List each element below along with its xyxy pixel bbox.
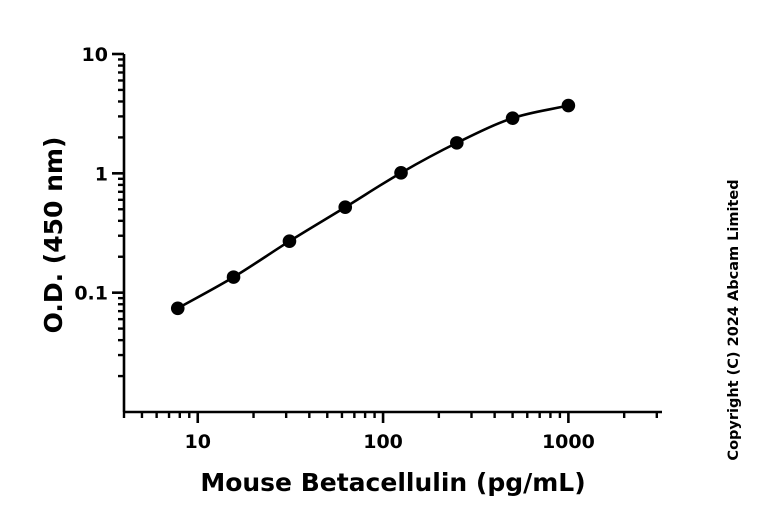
data-point (561, 98, 576, 113)
data-point (505, 111, 520, 125)
data-point (394, 166, 408, 180)
y-minor-ticks (118, 58, 124, 378)
y-axis-title: O.D. (450 nm) (39, 137, 68, 334)
data-points (170, 98, 576, 316)
fit-curve (177, 104, 569, 310)
data-point (450, 136, 464, 150)
x-minor-ticks (122, 412, 659, 418)
y-tick-label: 0.1 (74, 283, 108, 305)
x-axis-title: Mouse Betacellulin (pg/mL) (200, 468, 585, 497)
data-point (282, 234, 297, 248)
data-point (338, 200, 353, 215)
data-point (226, 270, 241, 284)
x-tick-labels: 10 100 1000 (185, 431, 595, 453)
x-tick-label: 10 (185, 431, 211, 453)
y-tick-label: 10 (82, 44, 108, 66)
y-major-ticks (112, 52, 124, 294)
x-tick-label: 1000 (542, 431, 595, 453)
y-tick-labels: 0.1 1 10 (74, 44, 108, 305)
axes (122, 54, 662, 414)
copyright-text: Copyright (C) 2024 Abcam Limited (726, 179, 742, 460)
x-major-ticks (196, 412, 570, 423)
data-point (170, 301, 185, 316)
x-tick-label: 100 (363, 431, 403, 453)
y-tick-label: 1 (95, 163, 108, 185)
